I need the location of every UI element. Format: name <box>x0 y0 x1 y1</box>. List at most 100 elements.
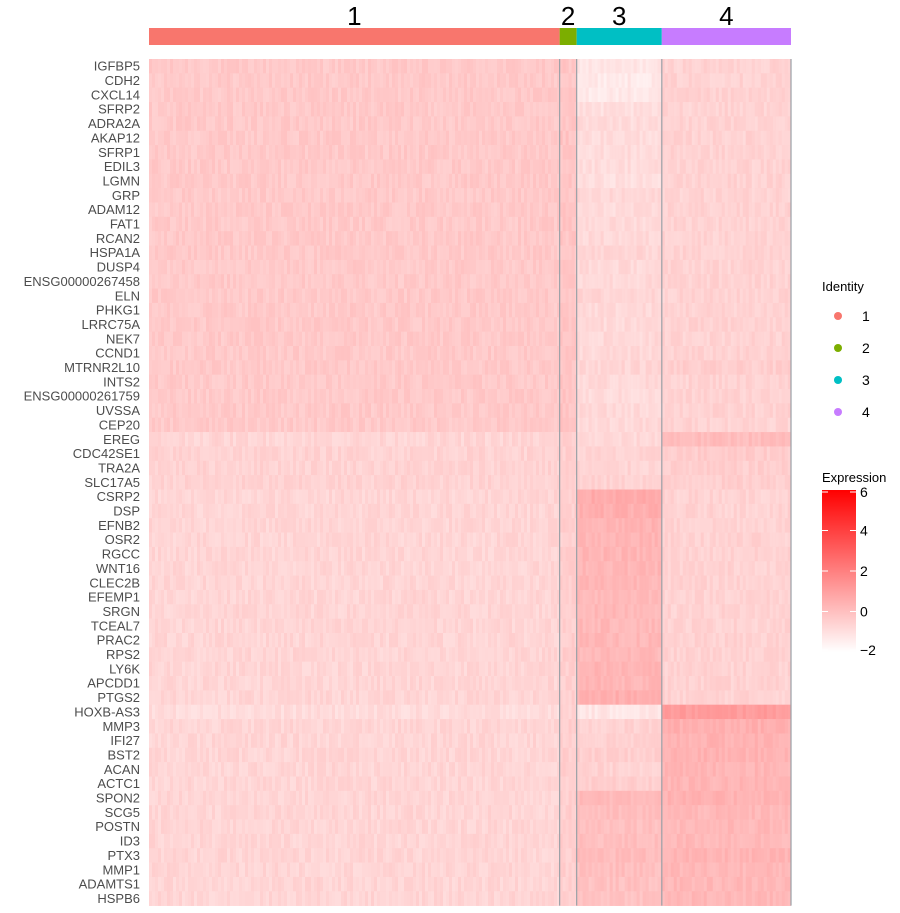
heatmap-cell-stripe <box>691 274 695 289</box>
heatmap-cell-stripe <box>685 188 689 203</box>
heatmap-cell-stripe <box>248 302 251 318</box>
heatmap-cell-stripe <box>624 360 628 375</box>
heatmap-cell-stripe <box>718 73 722 88</box>
heatmap-cell-stripe <box>624 245 628 261</box>
heatmap-cell-stripe <box>654 173 658 189</box>
heatmap-cell-stripe <box>548 116 551 132</box>
heatmap-cell-stripe <box>568 216 572 232</box>
heatmap-cell-stripe <box>679 259 683 275</box>
heatmap-cell-stripe <box>488 274 491 289</box>
heatmap-cell-stripe <box>176 145 179 160</box>
heatmap-cell-stripe <box>455 159 458 175</box>
heatmap-cell-stripe <box>260 159 263 175</box>
heatmap-cell-stripe <box>727 259 731 275</box>
heatmap-cell-stripe <box>769 130 773 146</box>
heatmap-cell-stripe <box>754 274 758 289</box>
heatmap-cell-stripe <box>673 216 677 232</box>
heatmap-cell-stripe <box>657 331 661 347</box>
heatmap-cell-stripe <box>149 274 152 289</box>
heatmap-cell-stripe <box>386 145 389 160</box>
heatmap-cell-stripe <box>727 87 731 103</box>
heatmap-cell-stripe <box>664 202 668 218</box>
heatmap-cell-stripe <box>284 274 287 289</box>
heatmap-cell-stripe <box>709 116 713 132</box>
heatmap-cell-stripe <box>200 130 203 146</box>
heatmap-cell-stripe <box>654 245 658 261</box>
heatmap-cell-stripe <box>242 259 245 275</box>
heatmap-cell-stripe <box>470 159 473 175</box>
heatmap-cell-stripe <box>260 130 263 146</box>
heatmap-cell-stripe <box>356 59 359 74</box>
heatmap-cell-stripe <box>775 288 779 304</box>
heatmap-cell-stripe <box>706 202 710 218</box>
heatmap-cell-stripe <box>524 245 527 261</box>
heatmap-cell-stripe <box>380 360 383 375</box>
heatmap-cell-stripe <box>323 231 326 246</box>
heatmap-cell-stripe <box>431 374 434 390</box>
heatmap-cell-stripe <box>694 317 698 332</box>
heatmap-cell-stripe <box>488 59 491 74</box>
heatmap-cell-stripe <box>612 188 616 203</box>
heatmap-cell-stripe <box>703 102 707 117</box>
heatmap-cell-stripe <box>464 173 467 189</box>
heatmap-cell-stripe <box>757 202 761 218</box>
heatmap-cell-stripe <box>600 87 604 103</box>
heatmap-cell-stripe <box>305 374 308 390</box>
heatmap-cell-stripe <box>389 360 392 375</box>
heatmap-cell-stripe <box>763 188 767 203</box>
heatmap-cell-stripe <box>344 188 347 203</box>
heatmap-cell-stripe <box>416 274 419 289</box>
heatmap-cell-stripe <box>326 317 329 332</box>
heatmap-cell-stripe <box>787 259 791 275</box>
heatmap-cell-stripe <box>278 259 281 275</box>
heatmap-cell-stripe <box>676 87 680 103</box>
heatmap-cell-stripe <box>152 274 155 289</box>
heatmap-cell-stripe <box>407 173 410 189</box>
heatmap-cell-stripe <box>287 116 290 132</box>
heatmap-cell-stripe <box>215 317 218 332</box>
heatmap-cell-stripe <box>179 374 182 390</box>
heatmap-cell-stripe <box>203 274 206 289</box>
heatmap-cell-stripe <box>533 245 536 261</box>
heatmap-cell-stripe <box>233 360 236 375</box>
heatmap-cell-stripe <box>682 274 686 289</box>
heatmap-cell-stripe <box>221 231 224 246</box>
heatmap-cell-stripe <box>685 202 689 218</box>
heatmap-cell-stripe <box>227 374 230 390</box>
heatmap-cell-stripe <box>341 360 344 375</box>
heatmap-cell-stripe <box>221 202 224 218</box>
heatmap-cell-stripe <box>422 216 425 232</box>
heatmap-cell-stripe <box>341 73 344 88</box>
heatmap-cell-stripe <box>760 102 764 117</box>
heatmap-cell-stripe <box>518 360 521 375</box>
heatmap-cell-stripe <box>739 202 743 218</box>
heatmap-cell-stripe <box>676 145 680 160</box>
heatmap-cell-stripe <box>712 145 716 160</box>
heatmap-cell-stripe <box>215 202 218 218</box>
heatmap-cell-stripe <box>320 374 323 390</box>
heatmap-cell-stripe <box>651 274 655 289</box>
heatmap-cell-stripe <box>545 73 548 88</box>
heatmap-cell-stripe <box>224 202 227 218</box>
heatmap-cell-stripe <box>542 231 545 246</box>
heatmap-cell-stripe <box>579 346 583 361</box>
heatmap-cell-stripe <box>618 116 622 132</box>
heatmap-cell-stripe <box>571 73 575 88</box>
heatmap-cell-stripe <box>347 346 350 361</box>
heatmap-cell-stripe <box>464 346 467 361</box>
heatmap-cell-stripe <box>170 259 173 275</box>
heatmap-cell-stripe <box>326 331 329 347</box>
heatmap-cell-stripe <box>651 102 655 117</box>
heatmap-cell-stripe <box>365 102 368 117</box>
heatmap-cell-stripe <box>374 73 377 88</box>
heatmap-cell-stripe <box>760 317 764 332</box>
heatmap-cell-stripe <box>763 317 767 332</box>
heatmap-cell-stripe <box>524 302 527 318</box>
heatmap-cell-stripe <box>533 173 536 189</box>
heatmap-cell-stripe <box>185 360 188 375</box>
heatmap-cell-stripe <box>320 130 323 146</box>
heatmap-cell-stripe <box>775 130 779 146</box>
heatmap-cell-stripe <box>314 145 317 160</box>
heatmap-cell-stripe <box>422 274 425 289</box>
heatmap-cell-stripe <box>434 317 437 332</box>
